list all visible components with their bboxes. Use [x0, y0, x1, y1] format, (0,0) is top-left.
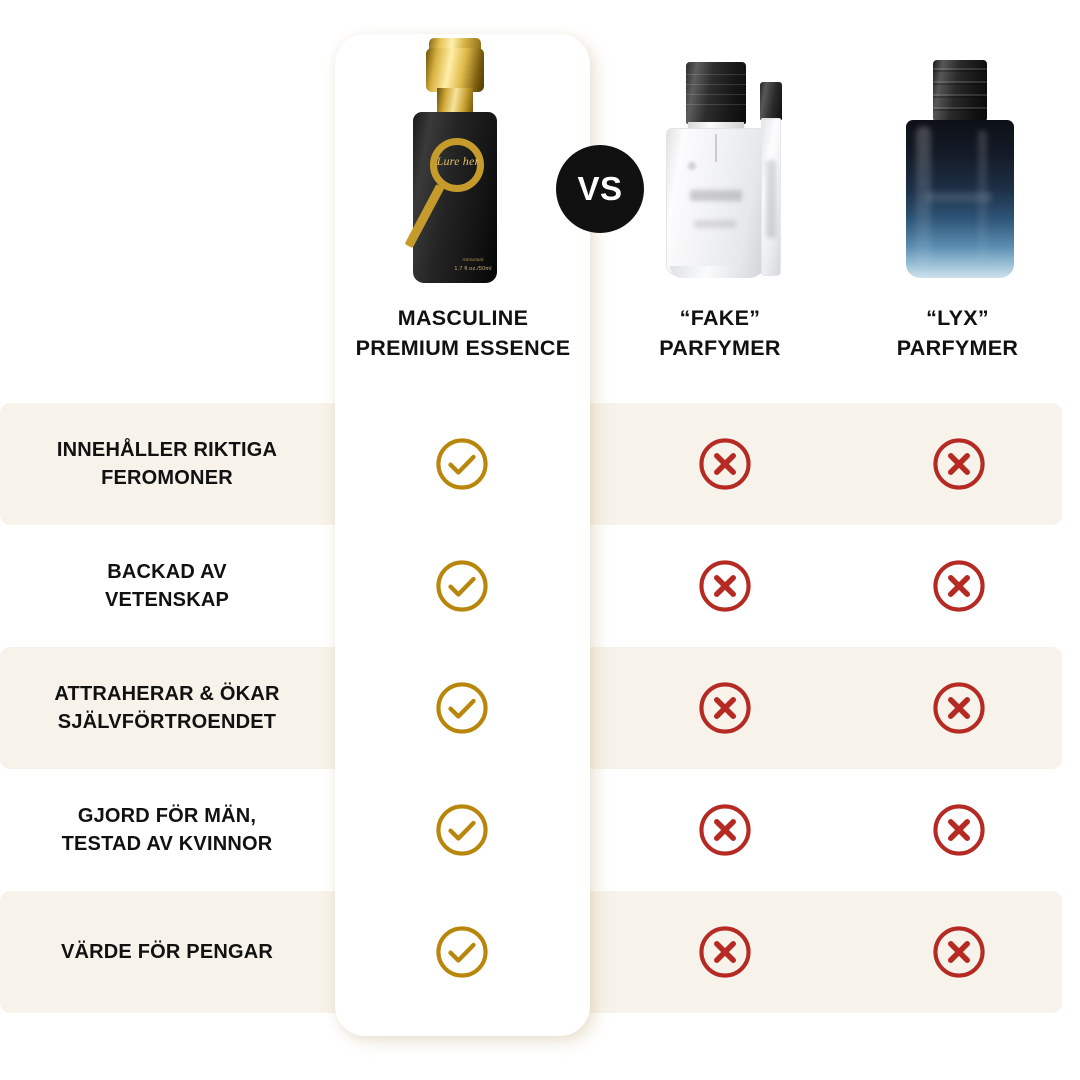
table-row: ATTRAHERAR & ÖKAR SJÄLVFÖRTROENDET [0, 647, 1080, 769]
column-header-fake: “FAKE” PARFYMER [659, 306, 781, 360]
bottle-script-label: Lure her [436, 154, 480, 168]
fake-bottle-base [670, 266, 762, 278]
column-header-masculine: MASCULINE PREMIUM ESSENCE [355, 306, 571, 360]
cell-fake [664, 525, 786, 647]
product-image-fake-parfymer [660, 52, 790, 284]
vs-badge: VS [556, 145, 644, 233]
column-header-lyx: “LYX” PARFYMER [896, 306, 1019, 360]
fake-bottle-cap [686, 62, 746, 124]
check-circle-icon [436, 682, 488, 734]
lyx-bottle-highlight-left [916, 126, 931, 266]
check-circle-icon [436, 438, 488, 490]
cross-circle-icon [933, 438, 985, 490]
bottle-logo-ring [430, 138, 484, 192]
cell-lyx [898, 647, 1020, 769]
row-label: GJORD FÖR MÄN, TESTAD AV KVINNOR [61, 805, 273, 855]
cell-fake [664, 769, 786, 891]
cross-circle-icon [699, 438, 751, 490]
fake-bottle-collar [688, 122, 744, 130]
atomizer-fluid [766, 160, 776, 238]
cross-circle-icon [933, 560, 985, 612]
cell-masculine [401, 403, 523, 525]
table-row: BACKAD AV VETENSKAP [0, 525, 1080, 647]
fake-bottle-stem [715, 134, 717, 162]
cross-circle-icon [699, 926, 751, 978]
product-header: Lure her Attractant 1.7 fl.oz./50ml VS [0, 0, 1080, 400]
cell-lyx [898, 891, 1020, 1013]
cell-fake [664, 403, 786, 525]
fake-bottle-sublabel [694, 220, 736, 228]
check-circle-icon [436, 560, 488, 612]
table-row: VÄRDE FÖR PENGAR [0, 891, 1080, 1013]
cross-circle-icon [933, 682, 985, 734]
cross-circle-icon [699, 804, 751, 856]
cell-lyx [898, 525, 1020, 647]
cell-fake [664, 647, 786, 769]
lyx-bottle-highlight-right [978, 130, 987, 262]
cross-circle-icon [699, 682, 751, 734]
fake-bottle-label [690, 190, 742, 201]
product-image-lyx-parfymer [900, 52, 1020, 284]
cross-circle-icon [933, 804, 985, 856]
table-row: GJORD FÖR MÄN, TESTAD AV KVINNOR [0, 769, 1080, 891]
product-image-masculine-premium-essence: Lure her Attractant 1.7 fl.oz./50ml [404, 38, 498, 283]
bottle-volume-label: 1.7 fl.oz./50ml [454, 266, 492, 272]
cross-circle-icon [933, 926, 985, 978]
lyx-bottle-label [926, 192, 992, 202]
cross-circle-icon [699, 560, 751, 612]
bottle-cap [426, 48, 484, 92]
fake-bottle-body [666, 128, 766, 276]
row-label: INNEHÅLLER RIKTIGA FEROMONER [56, 439, 278, 489]
vs-badge-label: VS [577, 170, 623, 207]
lyx-bottle-cap [933, 60, 987, 122]
atomizer-cap [760, 82, 782, 120]
check-circle-icon [436, 804, 488, 856]
cell-lyx [898, 403, 1020, 525]
check-circle-icon [436, 926, 488, 978]
fake-bottle-logo-dot [688, 162, 696, 170]
table-row: INNEHÅLLER RIKTIGA FEROMONER [0, 403, 1080, 525]
row-label: VÄRDE FÖR PENGAR [60, 941, 274, 963]
cell-masculine [401, 647, 523, 769]
cell-masculine [401, 769, 523, 891]
cell-fake [664, 891, 786, 1013]
atomizer-body [761, 118, 781, 276]
row-label: BACKAD AV VETENSKAP [104, 561, 230, 611]
lyx-bottle-body [906, 120, 1014, 278]
cell-masculine [401, 891, 523, 1013]
row-label: ATTRAHERAR & ÖKAR SJÄLVFÖRTROENDET [54, 683, 280, 733]
cell-masculine [401, 525, 523, 647]
bottle-attractant-label: Attractant [462, 257, 484, 262]
cell-lyx [898, 769, 1020, 891]
